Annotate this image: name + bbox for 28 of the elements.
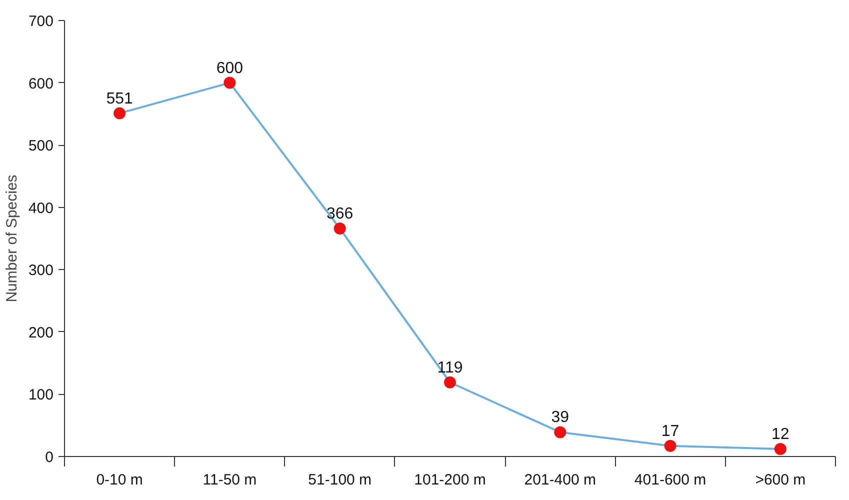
- x-tick-label: 11-50 m: [202, 472, 257, 488]
- point: [334, 222, 346, 235]
- x-tick-label: 51-100 m: [308, 472, 372, 488]
- y-tick-label: 400: [28, 200, 54, 217]
- y-tick-label: 100: [28, 386, 54, 404]
- x-tick-label: 401-600 m: [634, 472, 706, 488]
- y-tick-label: 300: [28, 262, 54, 280]
- y-tick-label: 700: [28, 13, 54, 30]
- y-tick-label: 0: [45, 449, 54, 466]
- point: [114, 107, 126, 120]
- x-tick-label: 101-200 m: [414, 472, 486, 488]
- data-label: 17: [661, 422, 680, 440]
- y-tick-label: 600: [28, 75, 54, 92]
- point: [774, 443, 786, 456]
- x-tick-label: >600 m: [755, 472, 806, 488]
- data-label: 12: [772, 426, 790, 444]
- data-label: 551: [106, 90, 134, 108]
- y-tick-label: 200: [28, 324, 54, 342]
- x-tick-label: 0-10 m: [96, 472, 143, 488]
- point: [554, 426, 566, 438]
- point: [224, 76, 236, 89]
- data-label: 600: [216, 60, 244, 77]
- data-label: 39: [551, 409, 570, 426]
- point: [444, 376, 456, 388]
- point: [664, 440, 676, 452]
- x-tick-label: 201-400 m: [524, 472, 596, 488]
- y-axis-title: Number of Species: [3, 174, 20, 302]
- y-tick-label: 500: [28, 138, 54, 155]
